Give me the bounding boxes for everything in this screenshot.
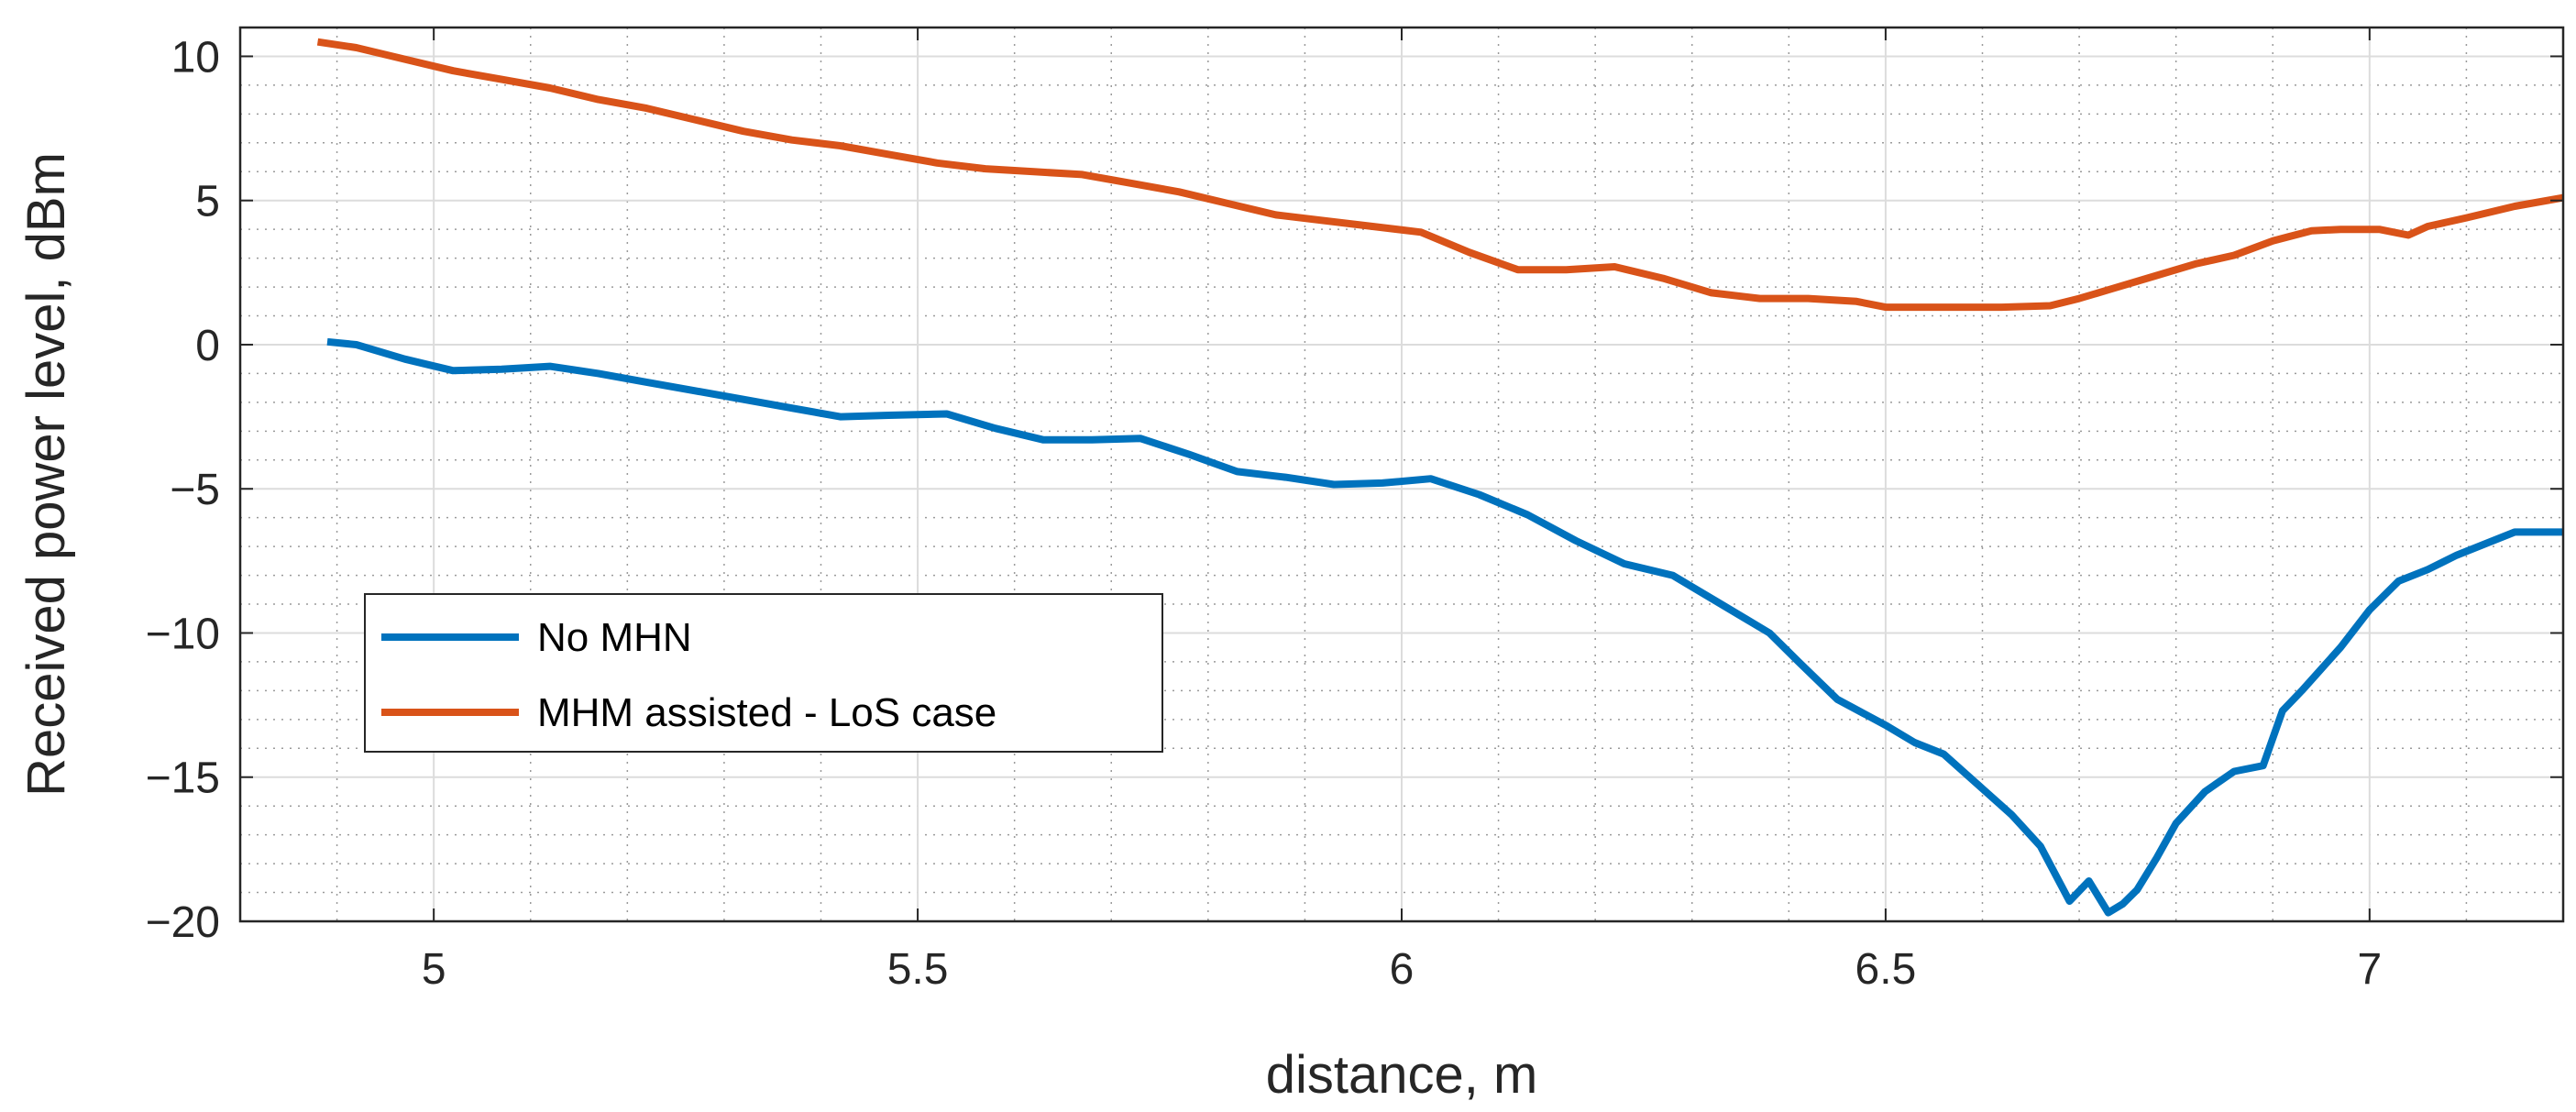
series-line-mhm-assisted bbox=[316, 38, 2564, 312]
y-tick-label: 5 bbox=[195, 178, 220, 226]
minor-grid bbox=[239, 27, 2564, 921]
legend-box bbox=[364, 593, 1163, 753]
series-layer bbox=[316, 38, 2564, 917]
x-axis-ticks: 5 5.5 6 6.5 7 bbox=[422, 28, 2382, 994]
y-tick-label: 10 bbox=[171, 33, 220, 82]
x-tick-label: 6 bbox=[1390, 945, 1415, 994]
y-tick-label: −10 bbox=[146, 610, 220, 658]
y-tick-label: −5 bbox=[170, 466, 220, 514]
y-axis-ticks: −20 −15 −10 −5 0 5 10 bbox=[146, 33, 2563, 947]
x-tick-label: 5 bbox=[422, 945, 446, 994]
legend-label-mhm-assisted: MHM assisted - LoS case bbox=[537, 690, 996, 735]
y-tick-label: 0 bbox=[195, 322, 220, 370]
y-tick-label: −20 bbox=[146, 898, 220, 947]
x-tick-label: 5.5 bbox=[887, 945, 949, 994]
legend: No MHN MHM assisted - LoS case bbox=[364, 593, 1163, 753]
y-tick-label: −15 bbox=[146, 754, 220, 803]
x-axis-title: distance, m bbox=[1266, 1045, 1538, 1105]
legend-label-no-mhn: No MHN bbox=[537, 615, 692, 660]
x-tick-label: 6.5 bbox=[1855, 945, 1917, 994]
x-tick-label: 7 bbox=[2357, 945, 2382, 994]
series-line-no-mhn bbox=[326, 337, 2563, 917]
y-axis-title: Received power level, dBm bbox=[17, 152, 76, 797]
